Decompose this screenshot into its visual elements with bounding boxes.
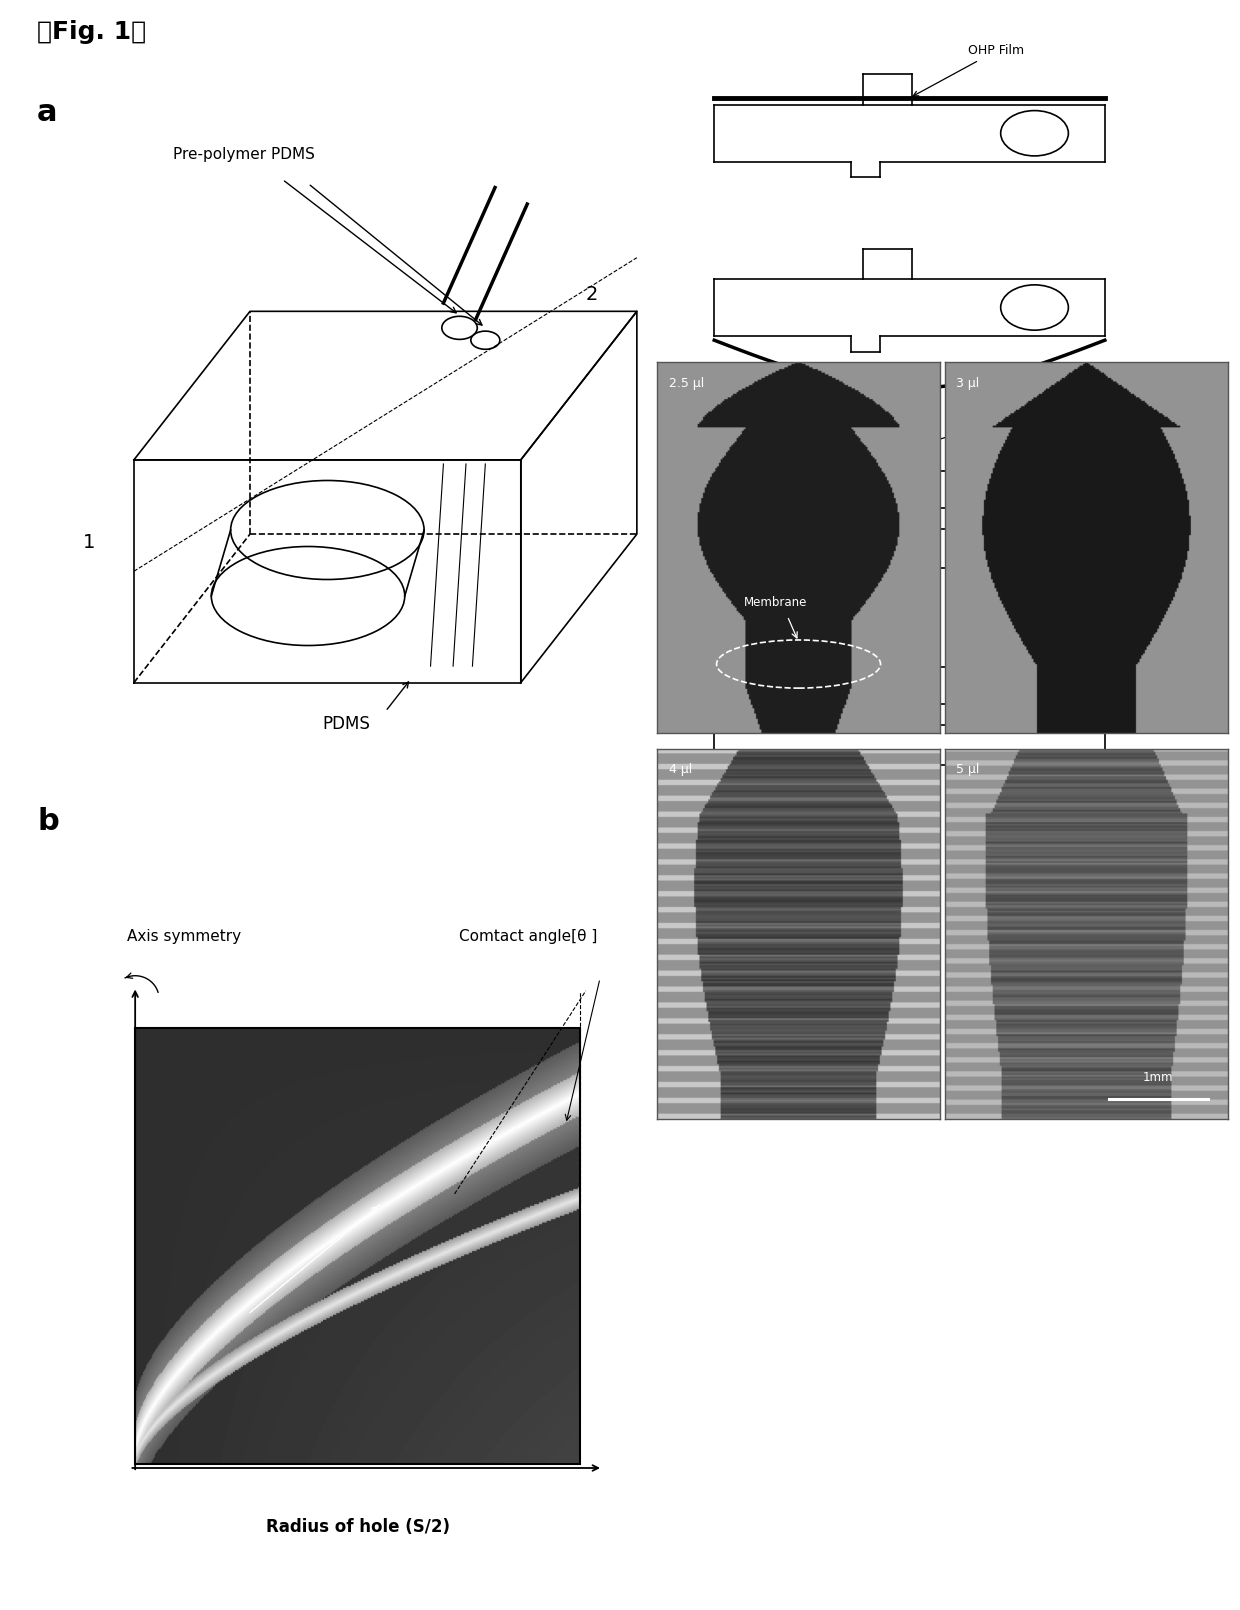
Text: Pre-polymer PDMS: Pre-polymer PDMS xyxy=(172,147,315,163)
Text: 1: 1 xyxy=(83,533,95,552)
Text: 5 μl: 5 μl xyxy=(956,763,980,776)
Text: PDMS: PDMS xyxy=(322,715,371,733)
Text: AIR: AIR xyxy=(854,605,875,618)
Text: a: a xyxy=(37,98,58,127)
Text: 2: 2 xyxy=(585,285,598,304)
Text: 【Fig. 1】: 【Fig. 1】 xyxy=(37,21,146,43)
Text: b: b xyxy=(37,807,60,836)
Text: OHP Film: OHP Film xyxy=(913,45,1024,97)
Text: Axis symmetry: Axis symmetry xyxy=(126,929,241,943)
Text: 2.5 μl: 2.5 μl xyxy=(668,377,704,390)
Text: 3 μl: 3 μl xyxy=(956,377,980,390)
Text: 1mm: 1mm xyxy=(1143,1071,1173,1084)
Text: Radius of hole (S/2): Radius of hole (S/2) xyxy=(265,1518,450,1536)
Text: 4 μl: 4 μl xyxy=(668,763,692,776)
Text: Comtact angle[θ ]: Comtact angle[θ ] xyxy=(459,929,598,943)
Bar xyxy=(135,1029,580,1463)
Text: Membrane: Membrane xyxy=(744,596,807,610)
Text: Sample channel: Sample channel xyxy=(869,412,1052,462)
